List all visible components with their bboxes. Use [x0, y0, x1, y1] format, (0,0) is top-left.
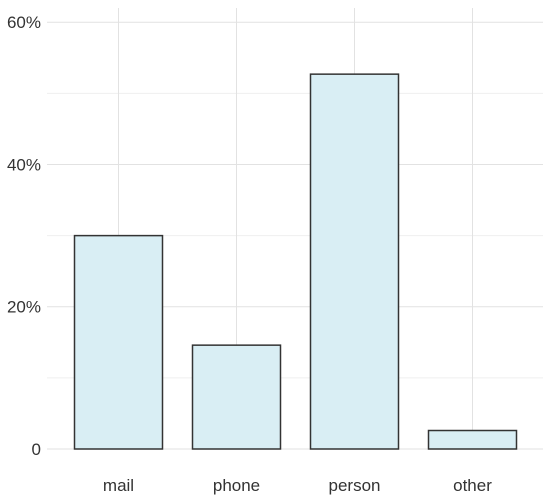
y-tick-label: 0 — [32, 440, 41, 459]
x-tick-label-mail: mail — [103, 476, 134, 495]
x-axis: mail phone person other — [103, 476, 492, 495]
bar-mail — [73, 234, 164, 450]
x-tick-label-other: other — [453, 476, 492, 495]
x-tick-label-phone: phone — [213, 476, 260, 495]
bar-phone — [191, 344, 282, 450]
y-axis: 0 20% 40% 60% — [7, 13, 41, 459]
x-tick-label-person: person — [329, 476, 381, 495]
bar-other — [427, 429, 518, 450]
y-tick-label: 20% — [7, 298, 41, 317]
bar-person — [309, 73, 400, 450]
y-tick-label: 60% — [7, 13, 41, 32]
bars — [73, 73, 518, 450]
y-tick-label: 40% — [7, 155, 41, 174]
